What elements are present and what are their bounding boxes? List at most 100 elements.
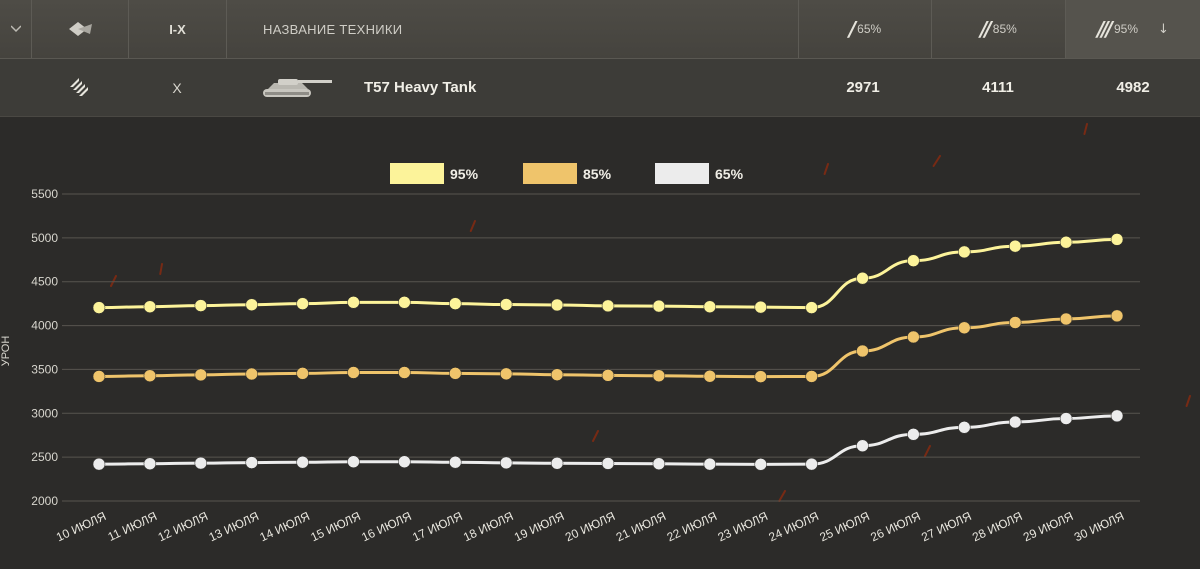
spark-1 [592,430,599,442]
value-65: 2971 [846,79,880,96]
chart-grid [62,193,1140,502]
spark-0 [469,220,476,232]
data-point [958,245,971,259]
x-tick-label: 11 ИЮЛЯ [106,509,160,544]
vehicle-tier: X [172,79,182,96]
data-point [550,368,564,381]
x-tick-label: 16 ИЮЛЯ [359,509,413,544]
x-tick-label: 25 ИЮЛЯ [817,509,871,544]
data-point [856,271,869,285]
spark-9 [924,445,931,457]
data-point [296,455,309,469]
data-point [550,298,564,312]
data-point [499,367,513,381]
y-tick-label: 5500 [31,187,58,201]
y-tick-label: 2000 [31,494,58,508]
x-tick-label: 28 ИЮЛЯ [970,509,1024,544]
sort-65-button[interactable]: / 65% [798,0,931,58]
data-point [1110,233,1124,246]
data-point [754,458,767,471]
x-tick-label: 27 ИЮЛЯ [919,509,973,544]
x-tick-label: 22 ИЮЛЯ [665,509,719,544]
data-point [754,370,767,383]
x-tick-label: 23 ИЮЛЯ [716,509,770,544]
y-tick-label: 4500 [31,275,58,289]
legend-swatch [390,163,444,184]
data-point [92,370,106,383]
data-point [245,367,258,381]
data-point [856,344,869,358]
x-tick-label: 17 ИЮЛЯ [410,509,464,544]
spark-7 [1185,395,1191,407]
x-tick-label: 30 ИЮЛЯ [1072,509,1126,544]
data-point [347,366,360,379]
mark-3-percent: 95% [1113,22,1139,36]
data-point [143,457,157,470]
data-point [449,455,462,469]
x-tick-label: 24 ИЮЛЯ [767,509,821,544]
data-point [703,457,717,471]
data-point [1110,409,1124,423]
legend-label: 65% [715,166,744,182]
data-point [652,299,666,313]
data-point [907,428,920,441]
legend-item: 85% [523,163,612,184]
nation-icon [69,22,92,36]
name-column-header[interactable]: НАЗВАНИЕ ТЕХНИКИ [226,0,798,58]
legend-item: 95% [390,163,479,184]
data-point [92,301,106,314]
data-point [1110,309,1124,323]
name-column-label: НАЗВАНИЕ ТЕХНИКИ [263,21,403,37]
sort-95-button[interactable]: /// 95% ↓ [1065,0,1200,58]
data-point [347,455,360,468]
mark-1-percent: 65% [857,22,882,36]
data-point [601,299,615,313]
y-tick-label: 3000 [31,406,58,420]
data-point [805,457,818,471]
x-tick-label: 20 ИЮЛЯ [563,509,617,544]
mark-3-icon: /// [1097,17,1113,41]
table-header: I-X НАЗВАНИЕ ТЕХНИКИ / 65% // 85% /// 95… [0,0,1200,59]
data-point [398,296,411,309]
nation-filter-button[interactable] [31,0,128,58]
data-point [143,300,157,313]
data-point [449,297,462,310]
legend-item: 65% [655,163,744,184]
data-point [1059,235,1073,249]
data-point [1059,312,1073,326]
data-point [703,300,717,313]
data-point [754,300,767,314]
chart-series [92,233,1124,471]
mark-2-percent: 85% [992,22,1017,36]
vehicle-name: T57 Heavy Tank [364,79,477,96]
legend-label: 95% [450,166,479,182]
legend-label: 85% [583,166,612,182]
y-axis-ticks: 2000 2500 3000 3500 4000 4500 5000 5500 [31,187,58,508]
x-tick-label: 19 ИЮЛЯ [512,509,566,544]
x-tick-label: 21 ИЮЛЯ [614,509,668,544]
collapse-column[interactable] [0,0,31,58]
tier-filter-button[interactable]: I-X [128,0,226,58]
data-point [499,298,513,311]
chart-legend: 95% 85% 65% [390,163,744,184]
value-85: 4111 [982,79,1014,96]
spark-5 [159,263,163,275]
x-tick-label: 18 ИЮЛЯ [461,509,515,544]
sort-arrow-icon: ↓ [1158,21,1169,37]
tier-range-label: I-X [169,21,186,37]
data-point [1008,415,1022,429]
sort-85-button[interactable]: // 85% [931,0,1065,58]
data-point [398,366,411,379]
y-tick-label: 4000 [31,319,58,333]
data-point [1008,239,1022,253]
y-axis-label: УРОН [0,336,12,367]
data-point [601,457,615,470]
data-point [907,330,920,344]
x-tick-label: 14 ИЮЛЯ [258,509,312,544]
vehicle-row[interactable]: X T57 Heavy Tank 2971 4111 4982 [0,59,1200,117]
background-sparks [110,123,1191,502]
spark-4 [1083,123,1088,135]
spark-6 [932,155,941,167]
x-tick-label: 26 ИЮЛЯ [868,509,922,544]
